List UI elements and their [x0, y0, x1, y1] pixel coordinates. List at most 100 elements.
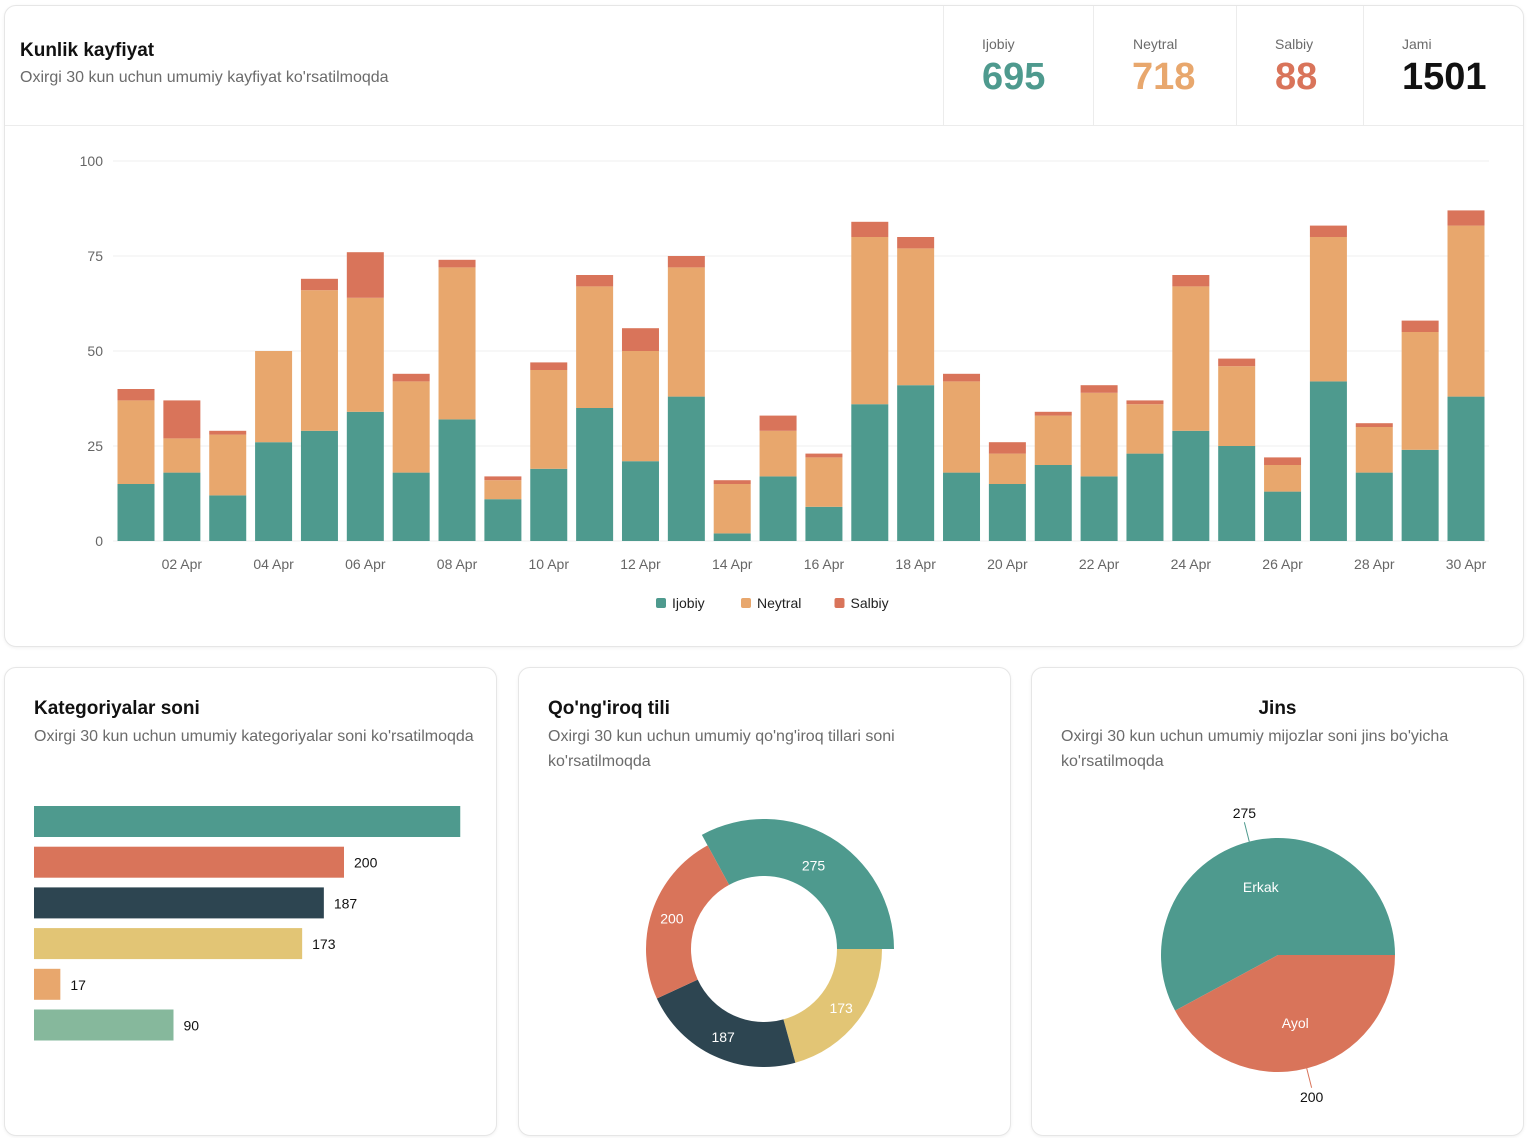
bar-neytral — [300, 290, 338, 431]
x-tick-label: 04 Apr — [253, 556, 294, 572]
bar-neytral — [851, 237, 889, 405]
bar-ijobiy — [667, 396, 705, 541]
card-subtitle: Oxirgi 30 kun uchun umumiy kategoriyalar… — [34, 728, 474, 745]
bar-salbiy — [438, 259, 476, 268]
x-tick-label: 14 Apr — [712, 556, 753, 572]
bar-ijobiy — [1034, 465, 1072, 541]
bar-neytral — [1080, 392, 1118, 477]
bar-salbiy — [576, 275, 614, 287]
bar-ijobiy — [1218, 446, 1256, 541]
stat-neytral[interactable]: Neytral 718 — [1093, 6, 1236, 126]
bar-salbiy — [117, 389, 155, 401]
bar-neytral — [576, 286, 614, 408]
bar-ijobiy — [1355, 472, 1393, 541]
legend-label: Neytral — [757, 595, 801, 611]
x-tick-label: 28 Apr — [1354, 556, 1395, 572]
bar-ijobiy — [759, 476, 797, 541]
bar-salbiy — [851, 221, 889, 237]
stat-label: Salbiy — [1275, 36, 1314, 52]
bar-salbiy — [1309, 225, 1347, 237]
x-tick-label: 24 Apr — [1171, 556, 1212, 572]
bar-ijobiy — [576, 408, 614, 541]
stat-value: 1501 — [1402, 56, 1487, 98]
category-bar — [34, 846, 344, 878]
bar-neytral — [163, 438, 201, 473]
card-subtitle: Oxirgi 30 kun uchun umumiy kayfiyat ko'r… — [20, 69, 389, 86]
gender-card: Jins Oxirgi 30 kun uchun umumiy mijozlar… — [1031, 667, 1524, 1136]
slice-label: Erkak — [1243, 879, 1280, 895]
bar-neytral — [1172, 286, 1210, 431]
x-tick-label: 06 Apr — [345, 556, 386, 572]
bar-ijobiy — [897, 385, 935, 541]
bar-neytral — [943, 381, 981, 473]
bar-salbiy — [530, 362, 568, 370]
card-subtitle: Oxirgi 30 kun uchun umumiy mijozlar soni… — [1061, 728, 1449, 770]
y-tick-label: 100 — [80, 153, 104, 169]
bar-salbiy — [1401, 320, 1439, 332]
donut-slice — [646, 845, 730, 999]
bar-ijobiy — [163, 472, 201, 541]
x-tick-label: 20 Apr — [987, 556, 1028, 572]
bar-neytral — [1264, 465, 1302, 492]
bar-salbiy — [1172, 275, 1210, 287]
stat-value: 718 — [1132, 56, 1196, 98]
bar-ijobiy — [530, 468, 568, 541]
bar-salbiy — [392, 373, 430, 382]
bar-neytral — [484, 480, 522, 500]
bar-salbiy — [346, 252, 384, 298]
bar-neytral — [759, 430, 797, 477]
legend-label: Ijobiy — [672, 595, 705, 611]
leader-line — [1306, 1068, 1313, 1088]
card-title: Qo'ng'iroq tili — [548, 698, 670, 719]
bar-ijobiy — [988, 484, 1026, 541]
bar-ijobiy — [484, 499, 522, 541]
leader-line — [1243, 822, 1250, 842]
bar-neytral — [713, 484, 751, 534]
bar-salbiy — [1034, 411, 1072, 416]
bar-ijobiy — [621, 461, 659, 541]
bar-neytral — [209, 434, 247, 496]
pie-slice-ayol — [1175, 955, 1395, 1073]
bar-salbiy — [621, 328, 659, 351]
x-tick-label: 26 Apr — [1262, 556, 1303, 572]
bar-ijobiy — [438, 419, 476, 541]
bar-ijobiy — [255, 442, 293, 541]
bar-neytral — [897, 248, 935, 386]
card-title: Jins — [1258, 698, 1297, 719]
bar-neytral — [1218, 366, 1256, 446]
bar-salbiy — [897, 237, 935, 249]
y-tick-label: 50 — [87, 343, 103, 359]
bar-salbiy — [300, 278, 338, 291]
card-subtitle: Oxirgi 30 kun uchun umumiy qo'ng'iroq ti… — [548, 728, 895, 770]
bar-salbiy — [759, 415, 797, 431]
bar-neytral — [988, 453, 1026, 484]
bar-ijobiy — [300, 430, 338, 541]
bar-ijobiy — [346, 411, 384, 541]
slice-value-label: 275 — [802, 858, 826, 874]
bar-value-label: 90 — [184, 1018, 200, 1034]
bar-ijobiy — [713, 533, 751, 541]
slice-value-label: 200 — [660, 911, 684, 927]
pie-slice-erkak — [1161, 838, 1395, 1011]
x-tick-label: 10 Apr — [529, 556, 570, 572]
bar-neytral — [1309, 237, 1347, 382]
bar-salbiy — [484, 476, 522, 481]
bar-neytral — [1355, 427, 1393, 473]
bar-ijobiy — [943, 472, 981, 541]
stat-ijobiy[interactable]: Ijobiy 695 — [943, 6, 1093, 126]
bar-value-label: 17 — [70, 977, 86, 993]
bar-ijobiy — [1172, 430, 1210, 541]
card-title: Kunlik kayfiyat — [20, 40, 155, 61]
stat-salbiy[interactable]: Salbiy 88 — [1236, 6, 1363, 126]
bar-neytral — [1034, 415, 1072, 465]
legend-swatch — [741, 598, 751, 608]
donut-slice — [656, 979, 796, 1067]
bar-neytral — [805, 457, 843, 507]
bar-neytral — [346, 297, 384, 412]
bar-salbiy — [209, 430, 247, 435]
category-bar — [34, 1009, 174, 1041]
bar-ijobiy — [805, 506, 843, 541]
x-tick-label: 12 Apr — [620, 556, 661, 572]
bar-neytral — [392, 381, 430, 473]
legend-swatch — [834, 598, 845, 608]
